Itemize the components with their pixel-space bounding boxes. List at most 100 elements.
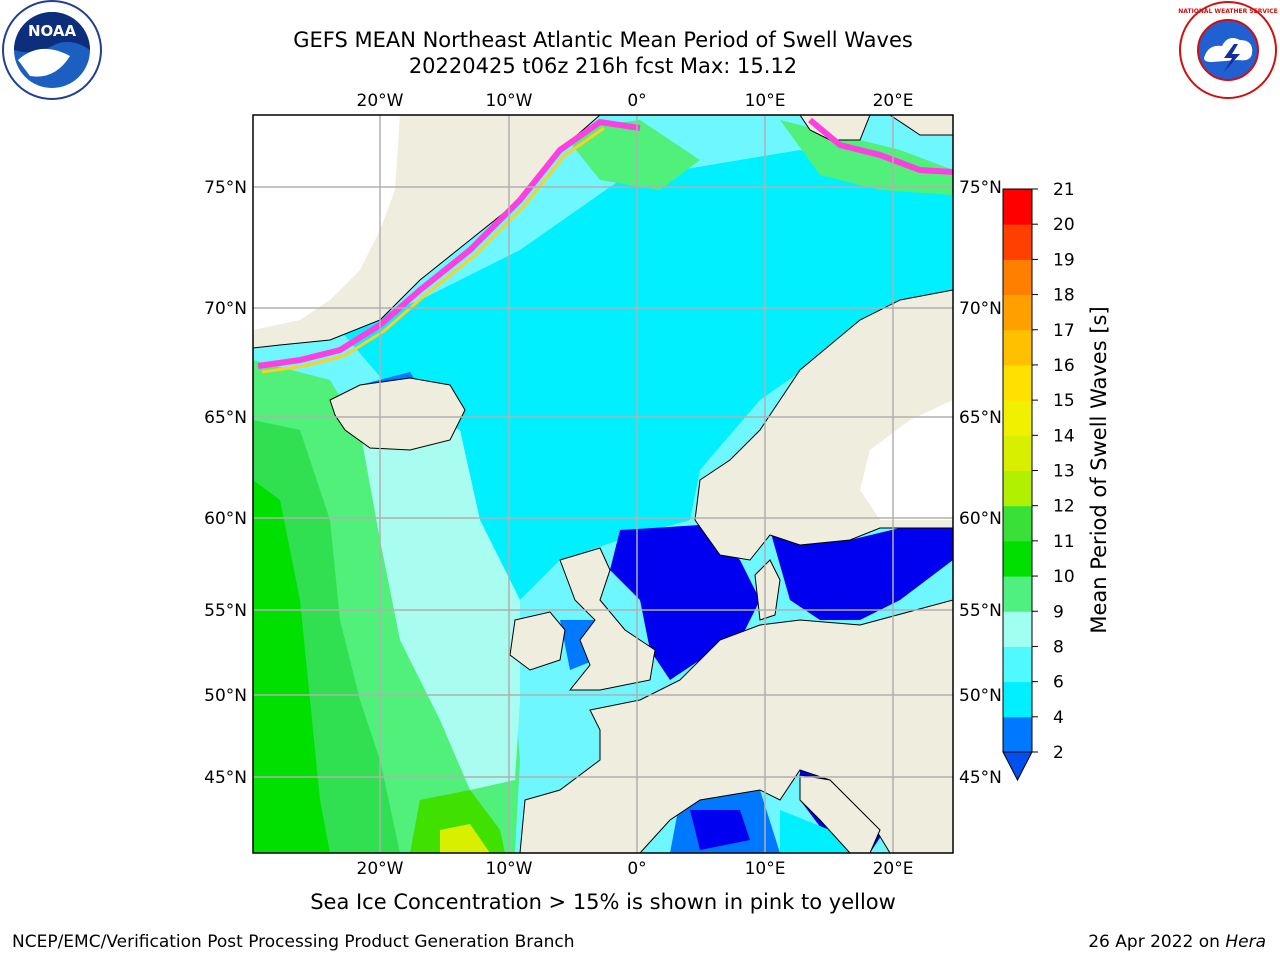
- map-subtitle: 20220425 t06z 216h fcst Max: 15.12: [408, 54, 798, 78]
- footer-date-text: 26 Apr 2022 on: [1088, 932, 1226, 952]
- tick-lat-right: 60°N: [959, 509, 1002, 529]
- land-iceland: [329, 377, 466, 451]
- colorbar-tick-label: 9: [1053, 602, 1064, 622]
- tick-lat-right: 65°N: [959, 408, 1002, 428]
- swell-zone-yellow: [440, 824, 490, 853]
- tick-lat-right: 70°N: [959, 299, 1002, 319]
- tick-lat-left: 75°N: [204, 178, 247, 198]
- sea-ice-edge-yellow: [261, 126, 605, 374]
- colorbar-swatch: [1003, 400, 1032, 436]
- colorbar-tick-label: 14: [1053, 426, 1075, 446]
- map-title: GEFS MEAN Northeast Atlantic Mean Period…: [293, 28, 913, 52]
- sea-ice-edge: [257, 118, 641, 369]
- tick-lon-bottom: 0°: [627, 859, 646, 879]
- colorbar-swatch: [1003, 189, 1032, 225]
- tick-lat-left: 70°N: [204, 299, 247, 319]
- land-italy: [799, 774, 881, 853]
- tick-lon-top: 10°W: [486, 91, 533, 111]
- land-svalbard-east: [889, 115, 953, 136]
- colorbar-swatch: [1003, 329, 1032, 366]
- colorbar-tick-label: 12: [1053, 497, 1075, 517]
- national-weather-service-logo: NATIONAL WEATHER SERVICE: [1178, 1, 1278, 99]
- colorbar-swatch: [1003, 505, 1032, 542]
- colorbar-swatch: [1003, 224, 1032, 260]
- colorbar-swatch: [1003, 435, 1032, 471]
- swell-zone-north-green: [560, 120, 700, 190]
- colorbar-swatch: [1003, 611, 1032, 647]
- colorbar-tick-label: 6: [1053, 673, 1064, 693]
- colorbar-tick-label: 13: [1053, 462, 1075, 482]
- land-gulf-of-bothnia: [860, 400, 953, 520]
- tick-lon-top: 10°E: [745, 91, 786, 111]
- colorbar-swatch: [1003, 364, 1032, 401]
- colorbar-tick-label: 15: [1053, 391, 1075, 411]
- colorbar-tick-label: 19: [1053, 250, 1075, 270]
- swell-zone-med-dark: [690, 810, 750, 850]
- colorbar-swatch: [1003, 294, 1032, 331]
- colorbar-tick-label: 21: [1053, 180, 1075, 200]
- tick-lat-right: 45°N: [959, 768, 1002, 788]
- colorbar-tick-label: 11: [1053, 532, 1075, 552]
- swell-zone-cyan: [340, 150, 953, 600]
- colorbar: 2 4 6 8 9 10 11 12 13 14 15 16 17 18 19 20 21: [1002, 180, 1075, 782]
- land-ireland: [509, 611, 566, 671]
- tick-lon-bottom: 20°E: [873, 859, 914, 879]
- colorbar-swatch: [1003, 681, 1032, 718]
- colorbar-tick-label: 18: [1053, 286, 1075, 306]
- tick-lon-top: 20°E: [873, 91, 914, 111]
- colorbar-swatch: [1003, 576, 1032, 612]
- swell-zone-svalbard-green: [780, 120, 953, 195]
- land-denmark: [754, 559, 781, 621]
- map-gridlines: [253, 115, 953, 853]
- tick-lat-left: 50°N: [204, 686, 247, 706]
- colorbar-swatch: [1003, 716, 1032, 753]
- sea-ice-note: Sea Ice Concentration > 15% is shown in …: [310, 890, 896, 914]
- colorbar-tick-label: 4: [1053, 708, 1064, 728]
- swell-zone-green-south: [410, 790, 505, 853]
- footer-host: Hera: [1225, 932, 1266, 952]
- footer-credit: NCEP/EMC/Verification Post Processing Pr…: [12, 932, 575, 952]
- lon-ticks-bottom: 20°W 10°W 0° 10°E 20°E: [357, 859, 914, 879]
- colorbar-tick-label: 10: [1053, 567, 1075, 587]
- colorbar-tick-label: 2: [1053, 743, 1064, 763]
- tick-lat-right: 50°N: [959, 686, 1002, 706]
- tick-lon-top: 20°W: [357, 91, 404, 111]
- colorbar-tick-label: 8: [1053, 637, 1064, 657]
- colorbar-swatch: [1003, 259, 1032, 296]
- sea-ice-svalbard: [808, 117, 953, 175]
- noaa-logo: NOAA: [2, 0, 102, 100]
- colorbar-tick-label: 17: [1053, 321, 1075, 341]
- tick-lat-left: 45°N: [204, 768, 247, 788]
- tick-lon-bottom: 10°W: [486, 859, 533, 879]
- tick-lat-left: 60°N: [204, 509, 247, 529]
- footer-date: 26 Apr 2022 on Hera: [1088, 932, 1266, 952]
- swell-zone-baltic: [770, 528, 953, 620]
- colorbar-label: Mean Period of Swell Waves [s]: [1087, 306, 1111, 633]
- land-continental-europe: [519, 599, 953, 853]
- land-great-britain: [559, 547, 656, 691]
- noaa-logo-text: NOAA: [28, 22, 77, 40]
- land-svalbard: [799, 115, 871, 141]
- tick-lat-right: 55°N: [959, 601, 1002, 621]
- colorbar-tick-label: 20: [1053, 215, 1075, 235]
- tick-lon-bottom: 20°W: [357, 859, 404, 879]
- colorbar-swatch: [1003, 540, 1032, 577]
- lat-ticks-left: 75°N 70°N 65°N 60°N 55°N 50°N 45°N: [204, 178, 247, 788]
- colorbar-tick-label: 16: [1053, 356, 1075, 376]
- tick-lat-right: 75°N: [959, 178, 1002, 198]
- tick-lon-top: 0°: [627, 91, 646, 111]
- tick-lat-left: 55°N: [204, 601, 247, 621]
- nws-logo-text: NATIONAL WEATHER SERVICE: [1178, 8, 1277, 15]
- swell-zone-green-strong: [253, 480, 330, 853]
- lon-ticks-top: 20°W 10°W 0° 10°E 20°E: [357, 91, 914, 111]
- colorbar-swatch: [1003, 646, 1032, 683]
- land-greenland-ice: [253, 115, 400, 330]
- tick-lat-left: 65°N: [204, 408, 247, 428]
- map-frame: [252, 114, 954, 854]
- tick-lon-bottom: 10°E: [745, 859, 786, 879]
- colorbar-swatch: [1003, 470, 1032, 507]
- map-area: [253, 115, 953, 853]
- lat-ticks-right: 75°N 70°N 65°N 60°N 55°N 50°N 45°N: [959, 178, 1002, 788]
- colorbar-extend-arrow: [1002, 751, 1033, 782]
